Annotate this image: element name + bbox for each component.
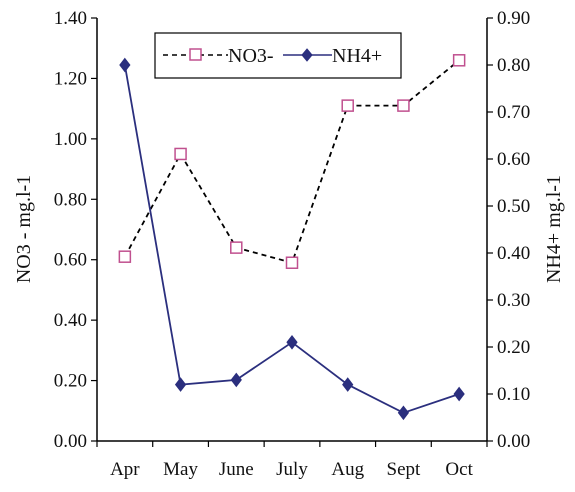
series-layer [118,54,466,421]
plot-frame [96,18,488,442]
left-tick-label: 1.20 [54,68,87,89]
left-tick-label: 0.60 [54,250,87,271]
right-tick-label: 0.80 [497,55,530,76]
right-tick-label: 0.10 [497,384,530,405]
right-tick-label: 0.50 [497,196,530,217]
x-tick-label: July [276,459,308,480]
left-tick-label: 0.20 [54,371,87,392]
nh4-point [119,57,131,73]
series-line-nh4 [123,64,460,414]
no3-point [118,250,132,263]
legend-no3-label: NO3- [228,45,274,67]
left-axis-ticks: 0.00 0.20 0.40 0.60 0.80 1.00 1.20 1.40 [54,8,97,452]
no3-point [397,99,410,112]
nh4-point [230,372,242,388]
no3-point [174,147,187,161]
left-tick-label: 0.40 [54,310,87,331]
legend-nh4-marker [301,48,313,62]
right-axis-ticks: 0.00 0.10 0.20 0.30 0.40 0.50 0.60 0.70 0.80 0.90 [487,8,530,452]
left-axis-title: NO3 - mg.l-1 [13,175,35,283]
right-tick-label: 0.60 [497,149,530,170]
nh4-point [397,405,410,421]
x-tick-label: Apr [110,459,140,480]
x-tick-label: Aug [331,459,364,480]
right-tick-label: 0.30 [497,290,530,311]
right-tick-label: 0.20 [497,337,530,358]
left-tick-label: 0.80 [54,189,87,210]
legend-nh4-label: NH4+ [332,45,382,67]
x-tick-label: June [219,459,254,480]
left-tick-label: 0.00 [54,431,87,452]
nh4-point [453,386,465,402]
x-tick-label: Sept [387,459,422,480]
nh4-point [342,377,354,392]
no3-point [452,54,466,67]
right-axis-title: NH4+ mg.l-1 [543,175,565,283]
legend: NO3- NH4+ [154,32,402,79]
right-tick-label: 0.70 [497,102,530,123]
right-tick-label: 0.00 [497,431,530,452]
legend-no3-marker [189,48,202,61]
nh4-point [174,377,187,392]
nh4-point [286,334,298,350]
no3-point [230,241,243,254]
x-tick-label: Oct [445,459,473,480]
series-line-no3 [124,59,460,264]
right-tick-label: 0.40 [497,243,530,264]
left-tick-label: 1.40 [54,8,87,29]
left-tick-label: 1.00 [54,129,87,150]
right-tick-label: 0.90 [497,8,530,29]
x-tick-label: May [163,459,198,480]
no3-point [341,99,354,112]
no3-point [285,256,299,269]
x-axis-ticks: Apr May June July Aug Sept Oct [96,441,488,480]
